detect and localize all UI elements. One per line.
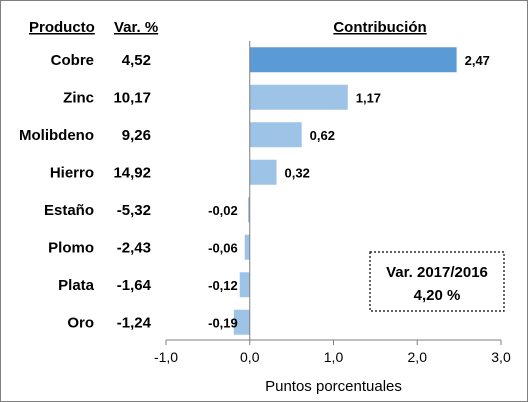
value-label-molibdeno: 0,62 — [310, 128, 335, 143]
variation-label-hierro: 14,92 — [113, 164, 151, 181]
bar-oro — [233, 309, 250, 335]
category-label-zinc: Zinc — [63, 89, 94, 106]
value-label-hierro: 0,32 — [285, 165, 310, 180]
value-label-plomo: -0,06 — [208, 240, 238, 255]
value-label-estano: -0,02 — [208, 203, 238, 218]
category-label-molibdeno: Molibdeno — [19, 127, 94, 144]
category-label-oro: Oro — [67, 314, 94, 331]
annotation-line2: 4,20 % — [414, 287, 461, 304]
x-tick-label: 2,0 — [408, 349, 428, 365]
annotation-line1: Var. 2017/2016 — [386, 264, 488, 281]
x-tick-label: 0,0 — [240, 349, 260, 365]
chart-rows: Cobre 4,52 Zinc 10,17 Molibdeno 9,26 Hierro 14,… — [19, 52, 152, 332]
bar-cobre — [249, 47, 457, 73]
bar-zinc — [249, 84, 348, 110]
bar-plomo — [244, 234, 250, 260]
value-label-plata: -0,12 — [208, 278, 238, 293]
x-tick-label: -1,0 — [154, 349, 178, 365]
category-label-plata: Plata — [58, 277, 95, 294]
category-label-plomo: Plomo — [48, 239, 94, 256]
bar-hierro — [249, 159, 277, 185]
variation-label-plata: -1,64 — [117, 277, 152, 294]
variation-label-cobre: 4,52 — [122, 52, 151, 69]
header-variation: Var. % — [114, 19, 158, 36]
bar-plata — [239, 272, 250, 298]
variation-label-plomo: -2,43 — [117, 239, 151, 256]
value-label-oro: -0,19 — [208, 315, 238, 330]
value-label-zinc: 1,17 — [356, 90, 381, 105]
variation-label-molibdeno: 9,26 — [122, 127, 151, 144]
x-tick-label: 1,0 — [324, 349, 344, 365]
category-label-cobre: Cobre — [51, 52, 94, 69]
variation-label-oro: -1,24 — [117, 314, 152, 331]
category-label-estano: Estaño — [44, 202, 94, 219]
chart-bars: 2,47 1,17 0,62 0,32 -0,02 -0,06 -0,12 -0,19 — [208, 47, 490, 335]
header-product: Producto — [29, 19, 95, 36]
annotation-box — [369, 251, 505, 312]
value-label-cobre: 2,47 — [465, 53, 490, 68]
x-axis-title: Puntos porcentuales — [265, 378, 402, 395]
x-axis: -1,0 0,0 1,0 2,0 3,0 Puntos porcentuales — [154, 41, 511, 395]
variation-label-zinc: 10,17 — [113, 89, 151, 106]
bar-molibdeno — [249, 122, 302, 148]
bar-estano — [248, 197, 250, 223]
category-label-hierro: Hierro — [50, 164, 94, 181]
header-contribution: Contribución — [333, 19, 426, 36]
variation-label-estano: -5,32 — [117, 202, 151, 219]
x-tick-label: 3,0 — [491, 349, 511, 365]
